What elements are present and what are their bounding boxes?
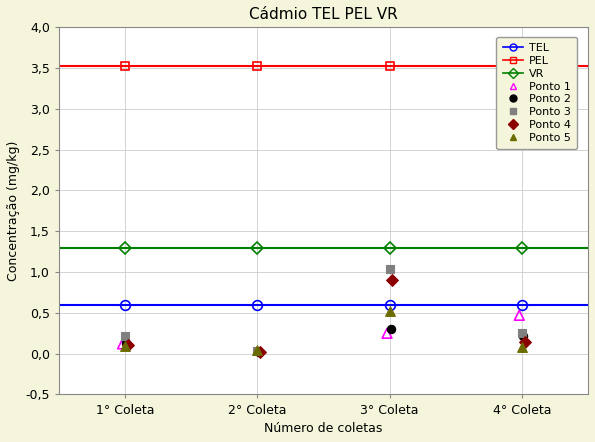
Point (387, 277, 397, 284)
Point (385, 308, 394, 315)
Point (517, 343, 527, 351)
Y-axis label: Concentração (mg/kg): Concentração (mg/kg) (7, 141, 20, 281)
Point (385, 265, 394, 272)
Point (254, 348, 264, 355)
Point (122, 339, 131, 347)
Point (518, 332, 528, 339)
Point (120, 332, 130, 339)
Title: Cádmio TEL PEL VR: Cádmio TEL PEL VR (249, 7, 398, 22)
X-axis label: Número de coletas: Número de coletas (264, 422, 383, 435)
Point (118, 340, 127, 347)
Point (253, 347, 262, 354)
Point (382, 330, 392, 337)
Point (386, 326, 396, 333)
Point (520, 339, 530, 346)
Point (120, 342, 130, 349)
Point (517, 330, 527, 337)
Point (255, 348, 265, 355)
Point (253, 348, 262, 355)
Legend: TEL, PEL, VR, Ponto 1, Ponto 2, Ponto 3, Ponto 4, Ponto 5: TEL, PEL, VR, Ponto 1, Ponto 2, Ponto 3,… (496, 37, 577, 149)
Point (515, 312, 524, 319)
Point (123, 341, 133, 348)
